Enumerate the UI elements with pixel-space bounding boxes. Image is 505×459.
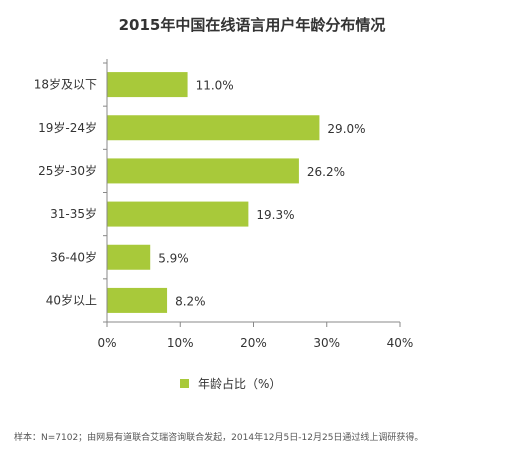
x-tick-label: 30%: [313, 336, 340, 350]
legend-label: 年龄占比（%）: [198, 376, 281, 391]
legend-swatch: [180, 379, 189, 388]
bars-layer: 18岁及以下 11.0% 19岁-24岁 29.0% 25岁-30岁 26.2% 31-35…: [34, 72, 366, 313]
bar: [107, 158, 299, 184]
category-label: 36-40岁: [50, 249, 97, 264]
category-label: 31-35岁: [50, 206, 97, 221]
category-label: 18岁及以下: [34, 77, 97, 92]
x-tick-label: 20%: [240, 336, 267, 350]
bar: [107, 287, 168, 313]
footnote: 样本：N=7102；由网易有道联合艾瑞咨询联合发起，2014年12月5日-12月…: [14, 431, 423, 443]
chart-title: 2015年中国在线语言用户年龄分布情况: [119, 16, 386, 34]
value-label: 26.2%: [307, 165, 345, 179]
x-tick-label: 40%: [387, 336, 414, 350]
value-label: 29.0%: [327, 122, 365, 136]
bar: [107, 201, 249, 227]
x-tick-label: 0%: [97, 336, 116, 350]
bar: [107, 72, 188, 98]
bar: [107, 115, 320, 141]
value-label: 11.0%: [196, 79, 234, 93]
axes-layer: 0% 10% 20% 30% 40%: [97, 59, 413, 350]
x-tick-label: 10%: [167, 336, 194, 350]
bar: [107, 244, 151, 270]
category-label: 40岁以上: [46, 292, 97, 307]
legend: 年龄占比（%）: [180, 376, 281, 391]
value-label: 5.9%: [158, 251, 189, 265]
value-label: 8.2%: [175, 294, 206, 308]
category-label: 19岁-24岁: [38, 120, 97, 135]
category-label: 25岁-30岁: [38, 163, 97, 178]
value-label: 19.3%: [256, 208, 294, 222]
